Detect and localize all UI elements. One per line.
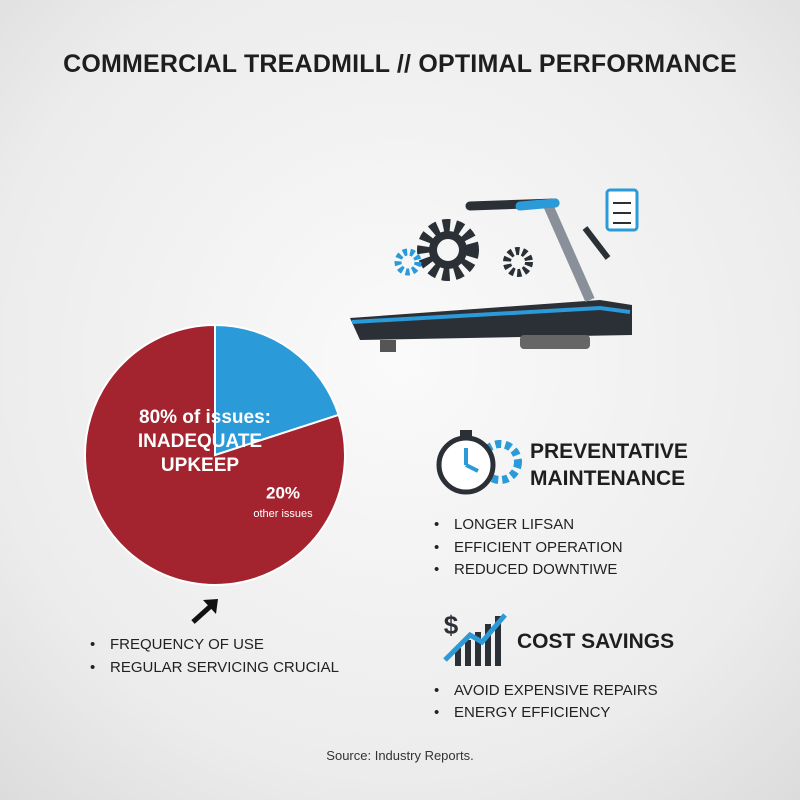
section-item: EFFICIENT OPERATION xyxy=(432,539,623,556)
value-label: 20% xyxy=(266,483,300,502)
section-item: LONGER LIFSAN xyxy=(432,516,574,533)
section-item: REDUCED DOWNTIWE xyxy=(432,561,617,578)
note: REGULAR SERVICING CRUCIAL xyxy=(88,659,339,676)
cost-icon: $ xyxy=(443,610,507,666)
source: Source: Industry Reports. xyxy=(326,748,474,763)
title: COMMERCIAL TREADMILL // OPTIMAL PERFORMA… xyxy=(63,50,737,78)
section-item: AVOID EXPENSIVE REPAIRS xyxy=(432,682,658,699)
slice-label-box: INADEQUATE UPKEEP xyxy=(137,431,263,476)
pie-chart xyxy=(84,323,346,586)
section-item: ENERGY EFFICIENCY xyxy=(432,704,610,721)
value-label: 80% of issues: xyxy=(139,407,271,428)
section-heading: COST SAVINGS xyxy=(517,630,675,653)
stopwatch-icon xyxy=(436,430,522,495)
section-heading: PREVENTATIVE MAINTENANCE xyxy=(530,440,688,490)
svg-text:$: $ xyxy=(444,610,459,640)
pie-slice xyxy=(214,323,340,457)
slice-label: INADEQUATE UPKEEP xyxy=(137,431,263,476)
arrow-head xyxy=(203,599,218,614)
note: FREQUENCY OF USE xyxy=(88,636,264,653)
treadmill-illustration xyxy=(350,188,639,352)
slice-label: other issues xyxy=(253,508,313,520)
